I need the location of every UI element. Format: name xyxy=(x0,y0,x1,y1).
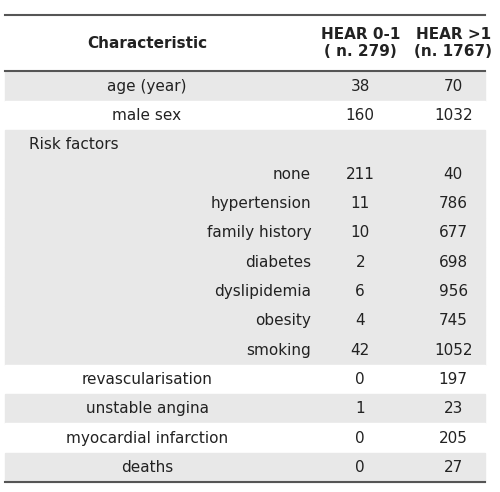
Text: 6: 6 xyxy=(356,284,365,299)
Text: myocardial infarction: myocardial infarction xyxy=(66,430,228,446)
Text: 10: 10 xyxy=(350,225,370,240)
Bar xyxy=(5,247,485,277)
Text: 956: 956 xyxy=(438,284,468,299)
Text: 27: 27 xyxy=(444,460,463,475)
Text: male sex: male sex xyxy=(112,108,182,123)
Bar xyxy=(5,277,485,306)
Text: unstable angina: unstable angina xyxy=(86,401,208,416)
Text: 38: 38 xyxy=(350,79,370,93)
Bar xyxy=(5,71,485,101)
Text: obesity: obesity xyxy=(256,313,311,328)
Text: 40: 40 xyxy=(444,167,463,182)
Text: 786: 786 xyxy=(439,196,468,211)
Text: dyslipidemia: dyslipidemia xyxy=(214,284,311,299)
Text: 211: 211 xyxy=(346,167,374,182)
Text: hypertension: hypertension xyxy=(210,196,311,211)
Text: 698: 698 xyxy=(438,254,468,270)
Text: 11: 11 xyxy=(350,196,370,211)
Bar xyxy=(5,336,485,365)
Text: none: none xyxy=(273,167,311,182)
Text: 0: 0 xyxy=(356,372,365,387)
Text: age (year): age (year) xyxy=(108,79,187,93)
Text: revascularisation: revascularisation xyxy=(82,372,212,387)
Text: 1052: 1052 xyxy=(434,342,472,358)
Text: 4: 4 xyxy=(356,313,365,328)
Bar xyxy=(0,15,490,71)
Bar xyxy=(5,394,485,424)
Text: Risk factors: Risk factors xyxy=(30,137,119,152)
Bar xyxy=(5,130,485,159)
Text: smoking: smoking xyxy=(246,342,311,358)
Text: 0: 0 xyxy=(356,430,365,446)
Bar xyxy=(5,101,485,130)
Text: Characteristic: Characteristic xyxy=(87,35,207,51)
Text: family history: family history xyxy=(206,225,311,240)
Bar xyxy=(5,453,485,482)
Bar xyxy=(5,365,485,394)
Text: 42: 42 xyxy=(350,342,370,358)
Text: 70: 70 xyxy=(444,79,463,93)
Text: 160: 160 xyxy=(346,108,374,123)
Text: deaths: deaths xyxy=(121,460,173,475)
Text: 745: 745 xyxy=(439,313,468,328)
Text: 677: 677 xyxy=(439,225,468,240)
Text: 1032: 1032 xyxy=(434,108,472,123)
Bar xyxy=(5,218,485,247)
Bar xyxy=(5,159,485,189)
Text: diabetes: diabetes xyxy=(245,254,311,270)
Text: HEAR 0-1
( n. 279): HEAR 0-1 ( n. 279) xyxy=(320,27,400,59)
Text: 0: 0 xyxy=(356,460,365,475)
Text: HEAR >1
(n. 1767): HEAR >1 (n. 1767) xyxy=(414,27,492,59)
Bar xyxy=(5,306,485,336)
Bar xyxy=(5,424,485,453)
Text: 23: 23 xyxy=(444,401,463,416)
Text: 2: 2 xyxy=(356,254,365,270)
Text: 197: 197 xyxy=(439,372,468,387)
Text: 1: 1 xyxy=(356,401,365,416)
Bar xyxy=(5,189,485,218)
Text: 205: 205 xyxy=(439,430,468,446)
